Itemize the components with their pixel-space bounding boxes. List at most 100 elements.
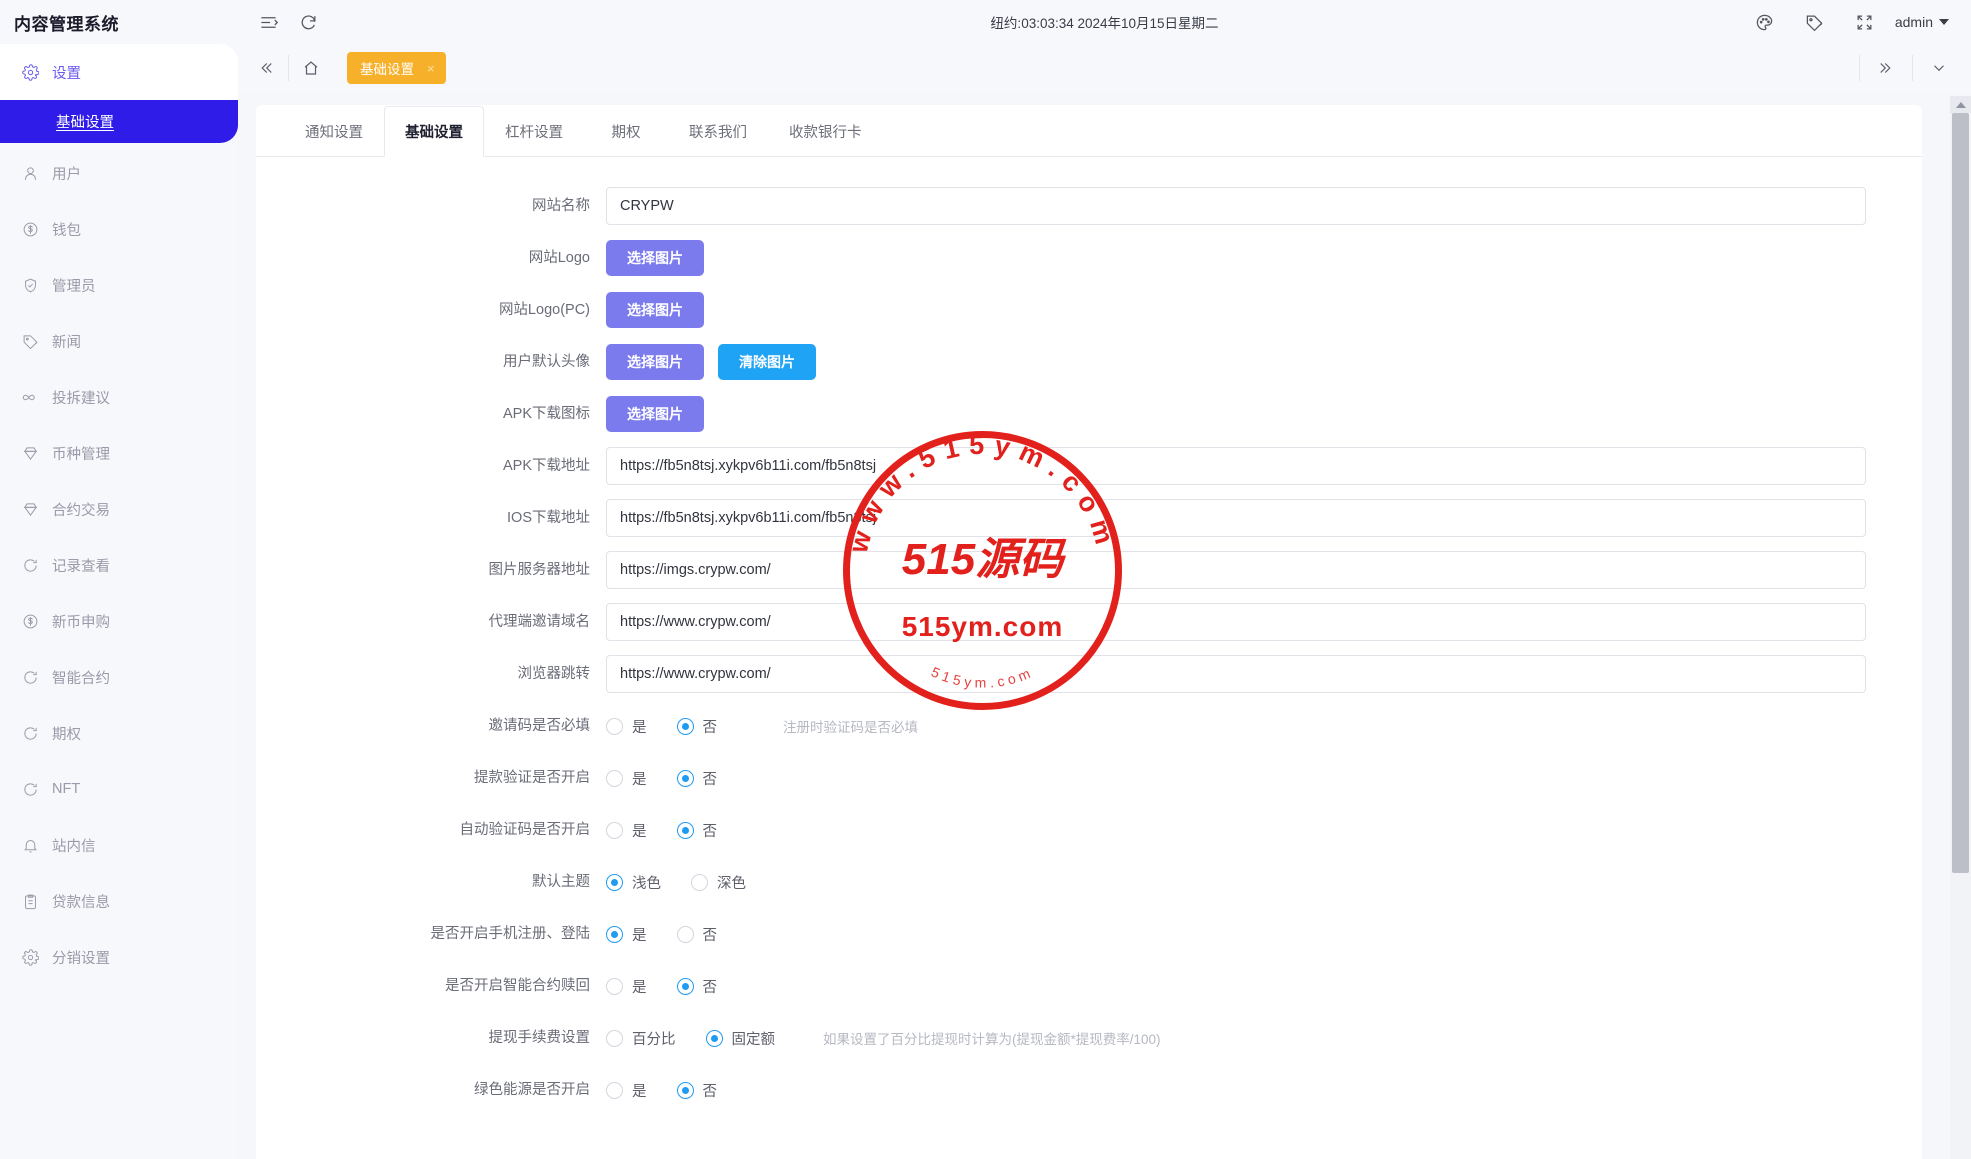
apk-url-input[interactable]	[606, 447, 1866, 485]
refresh-circle-icon	[22, 781, 39, 798]
sidebar-group-settings: 设置 基础设置	[0, 44, 238, 143]
sidebar-item-label: 合约交易	[52, 502, 110, 519]
gear-icon	[22, 63, 39, 81]
palette-icon[interactable]	[1745, 2, 1785, 42]
radio-label: 浅色	[632, 875, 661, 892]
image-server-input[interactable]	[606, 551, 1866, 589]
field-label: 提现手续费设置	[488, 1029, 591, 1046]
sidebar-item-label: 智能合约	[52, 670, 110, 687]
radio-no[interactable]: 否	[676, 976, 717, 997]
sidebar-item-label: 设置	[52, 65, 81, 82]
vertical-scrollbar[interactable]	[1950, 96, 1971, 1159]
radio-yes[interactable]: 是	[606, 976, 647, 997]
sidebar-item-smart-contract[interactable]: 智能合约	[0, 649, 238, 705]
radio-percent[interactable]: 百分比	[606, 1028, 676, 1049]
infinity-icon	[22, 389, 39, 406]
fullscreen-icon[interactable]	[1845, 2, 1885, 42]
sidebar-subitem-basic-settings[interactable]: 基础设置	[0, 100, 238, 143]
radio-no[interactable]: 否	[676, 1080, 718, 1101]
sidebar-item-admin[interactable]: 管理员	[0, 257, 238, 313]
radio-no[interactable]: 否	[676, 716, 718, 737]
site-name-input[interactable]	[606, 187, 1866, 225]
radio-label: 百分比	[632, 1031, 676, 1048]
field-label: APK下载图标	[502, 405, 590, 422]
tag-icon	[22, 333, 39, 350]
sidebar-item-coin-management[interactable]: 币种管理	[0, 425, 238, 481]
sidebar-item-nft[interactable]: NFT	[0, 761, 238, 817]
radio-label: 是	[632, 1083, 647, 1100]
radio-no[interactable]: 否	[676, 768, 717, 789]
radio-no[interactable]: 否	[676, 924, 717, 945]
tab-bank-cards[interactable]: 收款银行卡	[768, 106, 883, 157]
sidebar-item-news[interactable]: 新闻	[0, 313, 238, 369]
field-label: 提款验证是否开启	[474, 769, 590, 786]
field-hint: 如果设置了百分比提现时计算为(提现金额*提现费率/100)	[823, 1032, 1161, 1047]
tab-basic-settings[interactable]: 基础设置	[384, 106, 484, 157]
radio-light[interactable]: 浅色	[606, 872, 661, 893]
tab-label: 通知设置	[305, 125, 363, 141]
clear-image-button[interactable]: 清除图片	[718, 344, 816, 380]
sidebar-item-record-view[interactable]: 记录查看	[0, 537, 238, 593]
sidebar-secondary-list: 用户 钱包 管理员 新闻 投拆建议	[0, 143, 238, 985]
chevron-down-icon[interactable]	[1917, 51, 1961, 85]
tab-contact-us[interactable]: 联系我们	[668, 106, 768, 157]
ios-url-input[interactable]	[606, 499, 1866, 537]
radio-yes[interactable]: 是	[606, 924, 647, 945]
radio-label: 否	[702, 719, 718, 736]
form-row-agent-invite-domain: 代理端邀请域名	[256, 596, 1922, 648]
agent-invite-domain-input[interactable]	[606, 603, 1866, 641]
sidebar-item-options[interactable]: 期权	[0, 705, 238, 761]
pick-image-button[interactable]: 选择图片	[606, 344, 704, 380]
tag-icon[interactable]	[1795, 2, 1835, 42]
sidebar-item-loan-info[interactable]: 贷款信息	[0, 873, 238, 929]
radio-dot	[606, 977, 623, 995]
app-brand-title: 内容管理系统	[14, 14, 119, 34]
tab-label: 联系我们	[689, 125, 747, 141]
radio-yes[interactable]: 是	[606, 1080, 647, 1101]
radio-no[interactable]: 否	[676, 820, 717, 841]
scrollbar-thumb[interactable]	[1952, 113, 1969, 873]
open-tab-basic-settings[interactable]: 基础设置 ×	[347, 52, 446, 84]
tab-options[interactable]: 期权	[584, 106, 668, 157]
tabstrip: 基础设置 ×	[238, 44, 1971, 92]
double-chevron-right-icon[interactable]	[1864, 51, 1908, 85]
sidebar-item-wallet[interactable]: 钱包	[0, 201, 238, 257]
close-icon[interactable]: ×	[427, 60, 435, 76]
sidebar-item-new-coin-purchase[interactable]: 新币申购	[0, 593, 238, 649]
radio-group: 浅色 深色	[606, 872, 754, 893]
sidebar-item-contract-trading[interactable]: 合约交易	[0, 481, 238, 537]
tab-label: 基础设置	[405, 125, 463, 141]
radio-dot	[606, 1081, 623, 1099]
tab-notification-settings[interactable]: 通知设置	[284, 106, 384, 157]
sidebar-item-site-messages[interactable]: 站内信	[0, 817, 238, 873]
pick-image-button[interactable]: 选择图片	[606, 396, 704, 432]
radio-label: 深色	[717, 875, 746, 892]
radio-label: 否	[702, 1083, 718, 1100]
sidebar-item-label: 新闻	[52, 334, 81, 351]
radio-dark[interactable]: 深色	[691, 872, 746, 893]
scroll-up-icon[interactable]	[1950, 96, 1971, 113]
field-label: 绿色能源是否开启	[474, 1081, 590, 1098]
double-chevron-left-icon[interactable]	[244, 51, 288, 85]
pick-image-button[interactable]: 选择图片	[606, 240, 704, 276]
field-label: 默认主题	[532, 873, 590, 890]
refresh-icon[interactable]	[288, 2, 328, 42]
form-row-auto-captcha: 自动验证码是否开启 是 否	[256, 804, 1922, 856]
radio-fixed[interactable]: 固定额	[705, 1028, 775, 1049]
sidebar-item-distribution-settings[interactable]: 分销设置	[0, 929, 238, 985]
menu-fold-icon[interactable]	[248, 2, 288, 42]
sidebar-item-settings[interactable]: 设置	[0, 44, 238, 100]
pick-image-button[interactable]: 选择图片	[606, 292, 704, 328]
radio-yes[interactable]: 是	[606, 716, 647, 737]
home-icon[interactable]	[289, 51, 333, 85]
tab-leverage-settings[interactable]: 杠杆设置	[484, 106, 584, 157]
user-menu[interactable]: admin	[1895, 14, 1953, 30]
sidebar-item-users[interactable]: 用户	[0, 145, 238, 201]
sidebar-item-complaints[interactable]: 投拆建议	[0, 369, 238, 425]
form-row-withdraw-fee-mode: 提现手续费设置 百分比 固定额 如果设置了百分比提现时计算为(提现金额*提现费率…	[256, 1012, 1922, 1064]
radio-yes[interactable]: 是	[606, 768, 647, 789]
browser-redirect-input[interactable]	[606, 655, 1866, 693]
radio-yes[interactable]: 是	[606, 820, 647, 841]
refresh-circle-icon	[22, 725, 39, 742]
